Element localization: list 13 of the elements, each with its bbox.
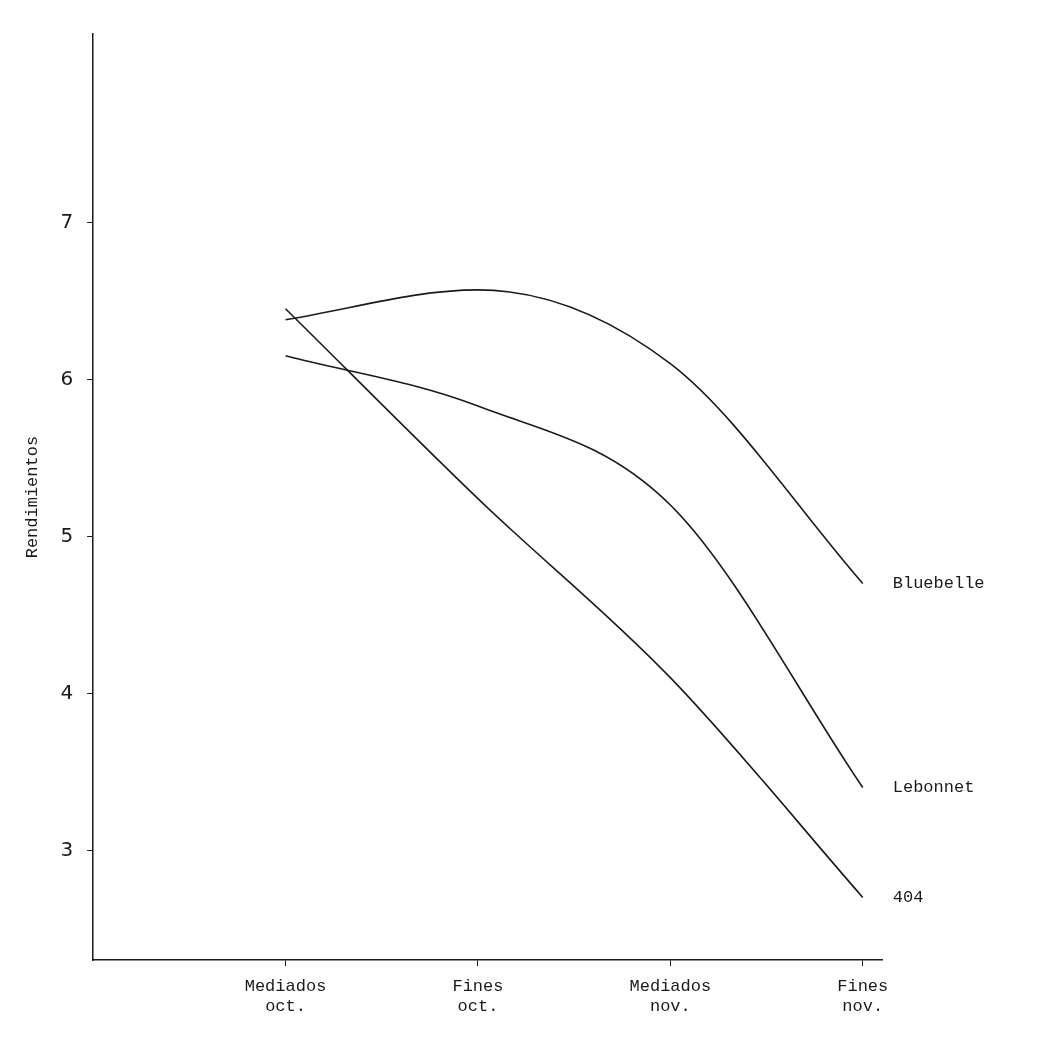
series-label: 404 <box>892 887 924 907</box>
y-tick-label: 3 <box>60 836 74 861</box>
y-tick-label: 4 <box>60 679 74 704</box>
x-tick-label: Mediados oct. <box>244 976 327 1017</box>
series-label: Lebonnet <box>892 778 975 798</box>
x-tick-label: Mediados nov. <box>629 976 712 1017</box>
y-tick-label: 7 <box>60 208 74 233</box>
x-tick-label: Fines oct. <box>452 976 504 1017</box>
y-tick-label: 5 <box>60 522 74 547</box>
y-axis-title: Rendimientos <box>22 435 42 559</box>
x-tick-label: Fines nov. <box>837 976 889 1017</box>
series-label: Bluebelle <box>892 573 985 593</box>
y-tick-label: 6 <box>60 365 74 390</box>
